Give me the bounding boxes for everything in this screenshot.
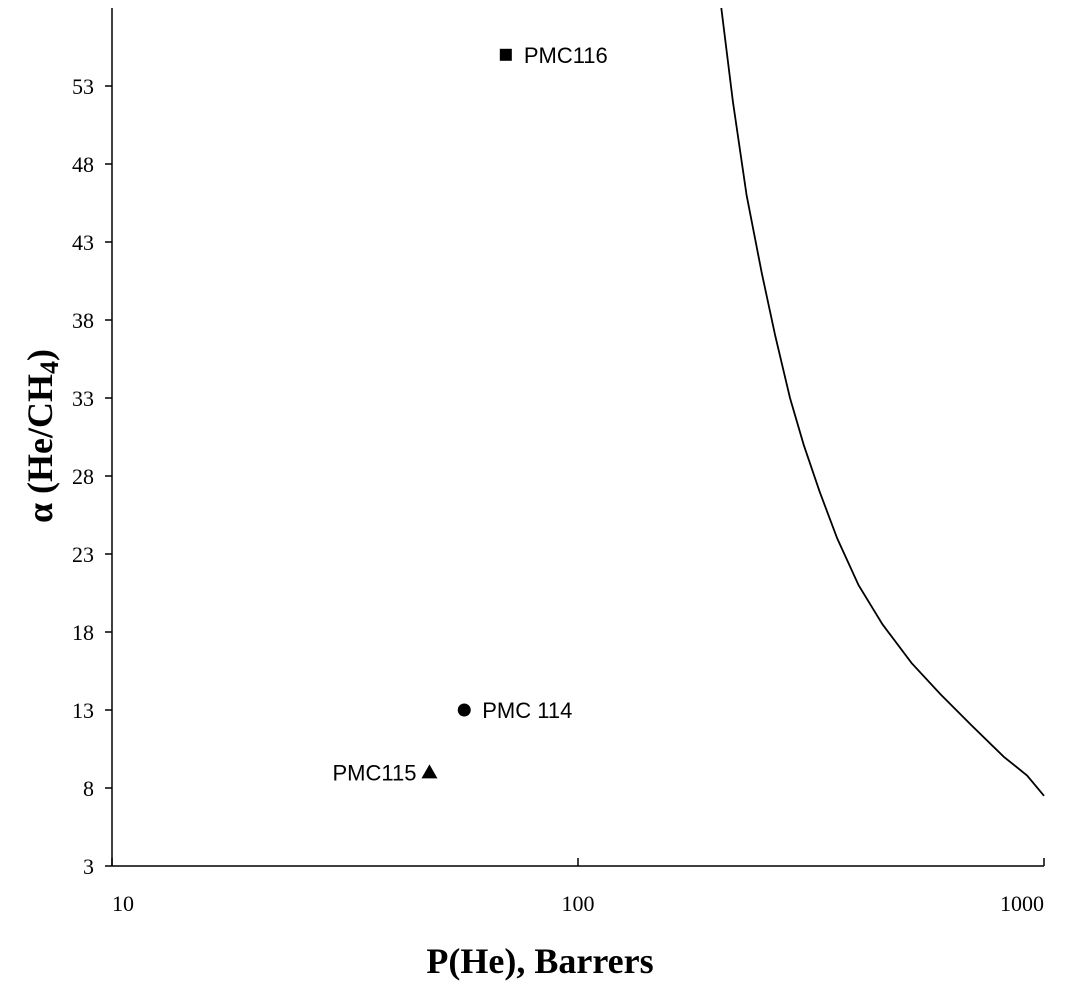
x-ticks: 10 100 1000 <box>111 858 1045 916</box>
y-tick-label: 43 <box>72 230 94 255</box>
point-marker-circle <box>457 703 471 717</box>
upper-bound-curve <box>720 7 1045 797</box>
y-tick-label: 23 <box>72 542 94 567</box>
y-tick-label: 28 <box>72 464 94 489</box>
x-tick-label: 100 <box>562 891 595 916</box>
y-tick-label: 33 <box>72 386 94 411</box>
x-tick-label: 10 <box>112 891 134 916</box>
y-tick-label: 53 <box>72 74 94 99</box>
data-points: PMC116 PMC 114 PMC115 <box>332 43 607 786</box>
x-tick-label: 1000 <box>1000 891 1044 916</box>
point-marker-triangle <box>421 764 438 779</box>
point-label: PMC115 <box>332 760 416 785</box>
y-tick-label: 13 <box>72 698 94 723</box>
y-tick-label: 3 <box>83 854 94 879</box>
point-label: PMC 114 <box>482 698 572 723</box>
y-tick-label: 38 <box>72 308 94 333</box>
x-axis-title: P(He), Barrers <box>426 941 653 981</box>
y-axis-title-main: α (He/CH <box>20 374 60 523</box>
y-axis-title-subscript: 4 <box>35 361 64 374</box>
plot-area <box>112 8 1044 866</box>
y-axis-title-end: ) <box>20 349 60 361</box>
y-tick-label: 48 <box>72 152 94 177</box>
y-tick-label: 18 <box>72 620 94 645</box>
point-marker-square <box>499 48 512 61</box>
y-axis-title: α (He/CH4) <box>20 349 64 523</box>
y-tick-label: 8 <box>83 776 94 801</box>
point-label: PMC116 <box>524 43 608 68</box>
